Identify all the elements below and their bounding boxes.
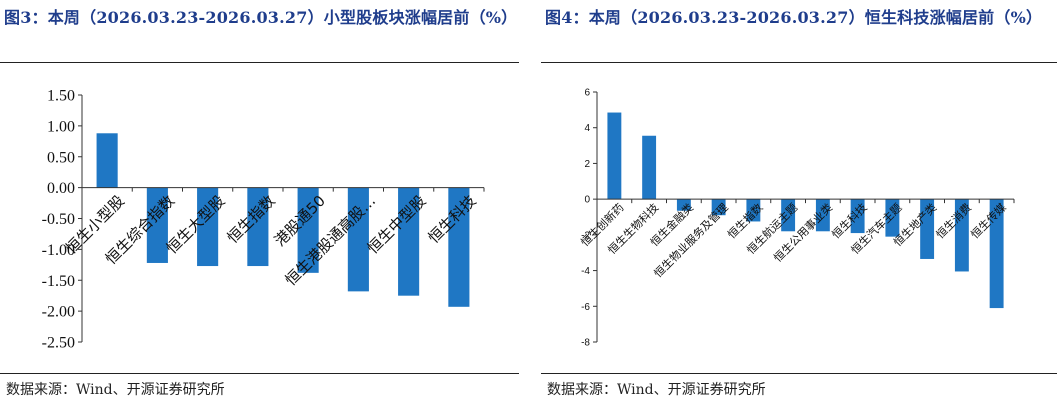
chart-title: 图4：本周（2026.03.23-2026.03.27）恒生科技涨幅居前（%）	[545, 8, 1043, 27]
bar	[746, 199, 761, 222]
title-rule	[541, 62, 1057, 63]
y-tick-label: -6	[581, 302, 590, 313]
bar	[398, 187, 420, 296]
y-tick-label: 1.50	[47, 88, 75, 105]
bar	[197, 187, 219, 267]
bar	[781, 199, 796, 232]
y-tick-label: -2	[581, 230, 590, 241]
category-label: 恒生公用事业类	[771, 200, 835, 264]
bar	[885, 199, 900, 237]
bar	[850, 199, 865, 234]
chart-title: 图3：本周（2026.03.23-2026.03.27）小型股板块涨幅居前（%）	[4, 8, 518, 27]
bar	[954, 199, 969, 272]
bar-chart-right: 6420-2-4-6-8恒生创新药恒生生物科技恒生金融类恒生物业服务及管理恒生指…	[578, 88, 1015, 349]
source-rule	[0, 373, 519, 374]
bar	[96, 133, 118, 188]
bar	[920, 199, 935, 259]
y-tick-label: -0.50	[42, 211, 75, 228]
bar	[347, 187, 369, 292]
y-tick-label: -2.50	[42, 335, 75, 352]
bar	[815, 199, 830, 232]
bar	[607, 112, 622, 200]
bar-chart-left: 1.50 1.00 0.50 0.00 -0.50 -1.00 -1.50 -2.00 -2.5…	[42, 88, 485, 352]
y-tick-label: 2	[584, 159, 590, 170]
y-tick-label: -1.50	[42, 273, 75, 290]
chart-source: 数据来源：Wind、开源证券研究所	[6, 382, 225, 398]
title-rule	[0, 62, 519, 63]
y-tick-label: 6	[584, 88, 590, 99]
source-rule	[541, 373, 1057, 374]
y-tick-label: -4	[581, 266, 590, 277]
bar	[448, 187, 470, 307]
y-tick-label: -1.00	[42, 242, 75, 259]
y-tick-label: 0.00	[47, 180, 75, 197]
bar	[642, 135, 657, 200]
bar	[676, 199, 691, 211]
bar	[146, 187, 168, 263]
bar	[297, 187, 319, 273]
y-tick-label: 4	[584, 123, 590, 134]
bar	[247, 187, 269, 267]
chart-source: 数据来源：Wind、开源证券研究所	[547, 382, 766, 398]
y-tick-label: -8	[581, 338, 590, 349]
y-tick-label: 0	[584, 195, 590, 206]
y-tick-label: -2.00	[42, 304, 75, 321]
y-tick-label: 0.50	[47, 149, 75, 166]
bar	[711, 199, 726, 216]
bar	[989, 199, 1004, 309]
y-tick-label: 1.00	[47, 118, 75, 135]
